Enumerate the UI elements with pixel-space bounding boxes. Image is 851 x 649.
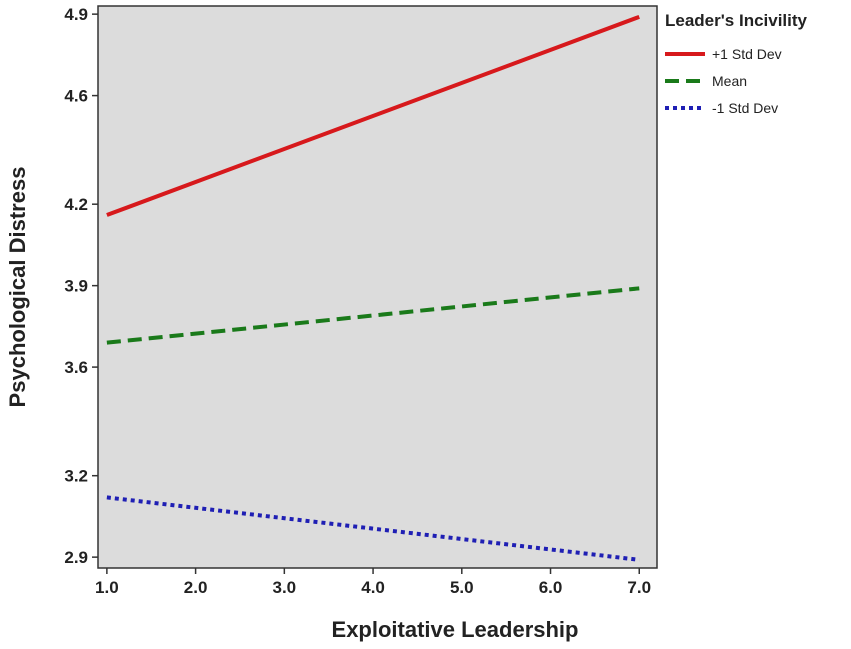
series-line-0 xyxy=(106,14,640,217)
x-tick-label: 1.0 xyxy=(95,578,119,597)
legend-label: +1 Std Dev xyxy=(712,46,782,62)
legend-label: -1 Std Dev xyxy=(712,100,778,116)
y-tick-label: 4.6 xyxy=(64,87,88,106)
legend: Leader's Incivility +1 Std Dev Mean -1 Std… xyxy=(665,11,808,116)
y-tick-label: 3.9 xyxy=(64,277,88,296)
x-tick-label: 3.0 xyxy=(273,578,297,597)
y-tick-label: 3.2 xyxy=(64,467,88,486)
x-tick-label: 6.0 xyxy=(539,578,563,597)
x-tick-label: 4.0 xyxy=(361,578,385,597)
legend-label: Mean xyxy=(712,73,747,89)
y-tick-label: 2.9 xyxy=(64,548,88,567)
series-line-1 xyxy=(106,286,640,345)
legend-title: Leader's Incivility xyxy=(665,11,808,30)
x-axis-title: Exploitative Leadership xyxy=(332,617,579,642)
y-tick-label: 3.6 xyxy=(64,358,88,377)
plot-area xyxy=(97,5,658,569)
x-tick-label: 5.0 xyxy=(450,578,474,597)
series-lines xyxy=(106,14,640,562)
y-tick-label: 4.9 xyxy=(64,5,88,24)
y-axis-title: Psychological Distress xyxy=(5,167,30,408)
y-tick-label: 4.2 xyxy=(64,195,88,214)
series-line-2 xyxy=(106,495,640,562)
x-axis: 1.0 2.0 3.0 4.0 5.0 6.0 7.0 xyxy=(95,568,651,597)
x-tick-label: 7.0 xyxy=(627,578,651,597)
y-axis: 2.9 3.2 3.6 3.9 4.2 4.6 4.9 xyxy=(64,5,98,567)
x-tick-label: 2.0 xyxy=(184,578,208,597)
